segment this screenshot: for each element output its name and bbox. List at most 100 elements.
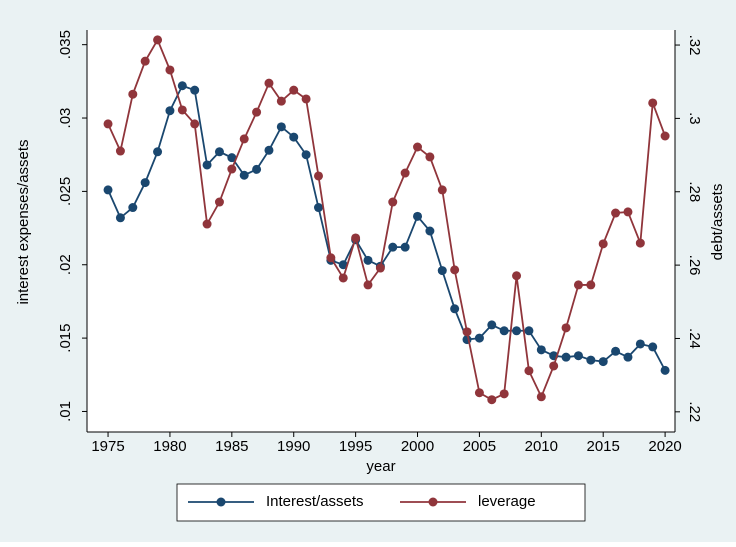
x-tick-label: 1990 [277,438,310,455]
point [239,134,249,144]
point [586,355,596,365]
point [301,94,311,104]
point [363,255,373,265]
point [611,208,621,218]
point [549,361,559,371]
point [177,105,187,115]
point [264,78,274,88]
point [524,366,534,376]
point [611,346,621,356]
point [474,388,484,398]
point [338,260,348,270]
x-tick-label: 1980 [153,438,186,455]
y2-tick-label: .26 [686,255,703,276]
point [128,89,138,99]
point [363,280,373,290]
point [474,333,484,343]
point [128,203,138,213]
y-tick-label: .02 [57,254,74,275]
x-tick-label: 2005 [463,438,496,455]
y2-tick-label: .32 [686,35,703,56]
point [313,171,323,181]
point [227,153,237,163]
point [623,207,633,217]
point [425,152,435,162]
point [301,150,311,160]
point [536,392,546,402]
x-tick-label: 2000 [401,438,434,455]
point [499,326,509,336]
point [388,197,398,207]
point [450,265,460,275]
legend-marker [428,497,438,507]
point [165,65,175,75]
point [487,320,497,330]
point [623,352,633,362]
point [635,339,645,349]
point [499,389,509,399]
y-axis-title: interest expenses/assets [15,139,32,304]
point [115,213,125,223]
point [437,185,447,195]
point [586,280,596,290]
point [276,122,286,132]
point [276,96,286,106]
point [313,203,323,213]
point [524,326,534,336]
y-tick-label: .01 [57,401,74,422]
point [326,253,336,263]
point [573,351,583,361]
point [660,131,670,141]
point [400,242,410,252]
point [252,164,262,174]
point [140,178,150,188]
point [635,238,645,248]
series-line [107,84,666,371]
point [202,219,212,229]
y2-tick-label: .28 [686,181,703,202]
x-tick-label: 1985 [215,438,248,455]
x-axis-title: year [366,458,395,475]
point [264,145,274,155]
point [400,168,410,178]
point [351,233,361,243]
point [512,326,522,336]
y2-tick-label: .22 [686,401,703,422]
point [561,352,571,362]
point [103,119,113,129]
y-tick-label: .035 [57,30,74,59]
x-tick-label: 2020 [648,438,681,455]
point [425,226,435,236]
legend-label: Interest/assets [266,493,364,510]
point [413,142,423,152]
point [648,98,658,108]
point [512,271,522,281]
point [153,147,163,157]
point [252,107,262,117]
y-tick-label: .025 [57,177,74,206]
point [338,273,348,283]
point [289,85,299,95]
y-tick-label: .015 [57,324,74,353]
point [202,160,212,170]
point [227,164,237,174]
x-tick-label: 1995 [339,438,372,455]
point [214,147,224,157]
point [437,266,447,276]
point [536,345,546,355]
point [462,335,472,345]
point [190,119,200,129]
point [598,357,608,367]
point [289,132,299,142]
legend-label: leverage [478,493,536,510]
x-tick-label: 2015 [587,438,620,455]
point [115,146,125,156]
point [190,85,200,95]
point [413,211,423,221]
y2-tick-label: .24 [686,328,703,349]
legend-marker [216,497,226,507]
point [153,35,163,45]
point [450,304,460,314]
y-tick-label: .03 [57,108,74,129]
